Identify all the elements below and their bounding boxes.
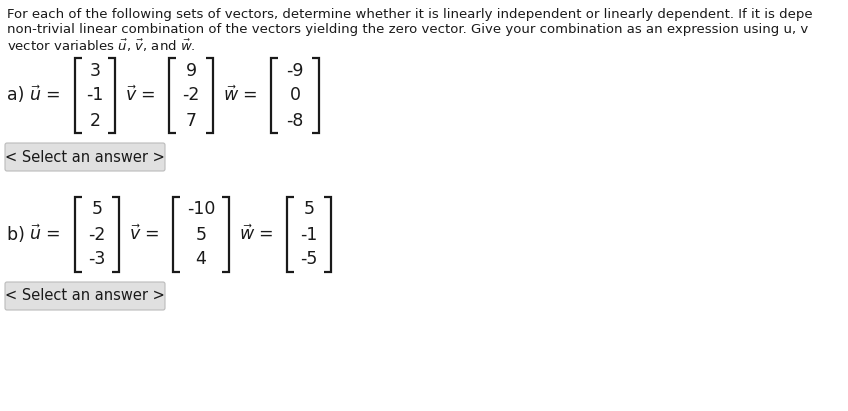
Text: -10: -10 [187,201,215,219]
Text: < Select an answer >: < Select an answer > [5,150,165,164]
Text: b): b) [7,226,31,243]
Text: vector variables $\vec{u}$, $\vec{v}$, and $\vec{w}$.: vector variables $\vec{u}$, $\vec{v}$, a… [7,38,196,54]
Text: -5: -5 [300,250,318,268]
FancyBboxPatch shape [5,282,165,310]
Text: 4: 4 [196,250,206,268]
Text: -1: -1 [86,86,103,104]
Text: $\vec{w}$ =: $\vec{w}$ = [239,225,274,244]
Text: -2: -2 [182,86,199,104]
Text: -9: -9 [287,62,304,79]
Text: For each of the following sets of vectors, determine whether it is linearly inde: For each of the following sets of vector… [7,8,812,21]
Text: non-trivial linear combination of the vectors yielding the zero vector. Give you: non-trivial linear combination of the ve… [7,23,808,36]
Text: < Select an answer >: < Select an answer > [5,289,165,303]
Text: $\vec{v}$ =: $\vec{v}$ = [129,225,159,244]
Text: 0: 0 [289,86,300,104]
FancyBboxPatch shape [5,143,165,171]
Text: 7: 7 [186,111,197,129]
Text: $\vec{v}$ =: $\vec{v}$ = [125,86,155,105]
Text: -1: -1 [300,226,318,243]
Text: 2: 2 [90,111,101,129]
Text: 5: 5 [92,201,103,219]
Text: $\vec{w}$ =: $\vec{w}$ = [223,86,258,105]
Text: -8: -8 [287,111,304,129]
Text: a): a) [7,86,30,104]
Text: 5: 5 [304,201,315,219]
Text: 9: 9 [186,62,197,79]
Text: -2: -2 [88,226,106,243]
Text: 3: 3 [90,62,101,79]
Text: $\vec{u}$ =: $\vec{u}$ = [29,86,60,105]
Text: 5: 5 [196,226,207,243]
Text: $\vec{u}$ =: $\vec{u}$ = [29,225,60,244]
Text: -3: -3 [88,250,106,268]
